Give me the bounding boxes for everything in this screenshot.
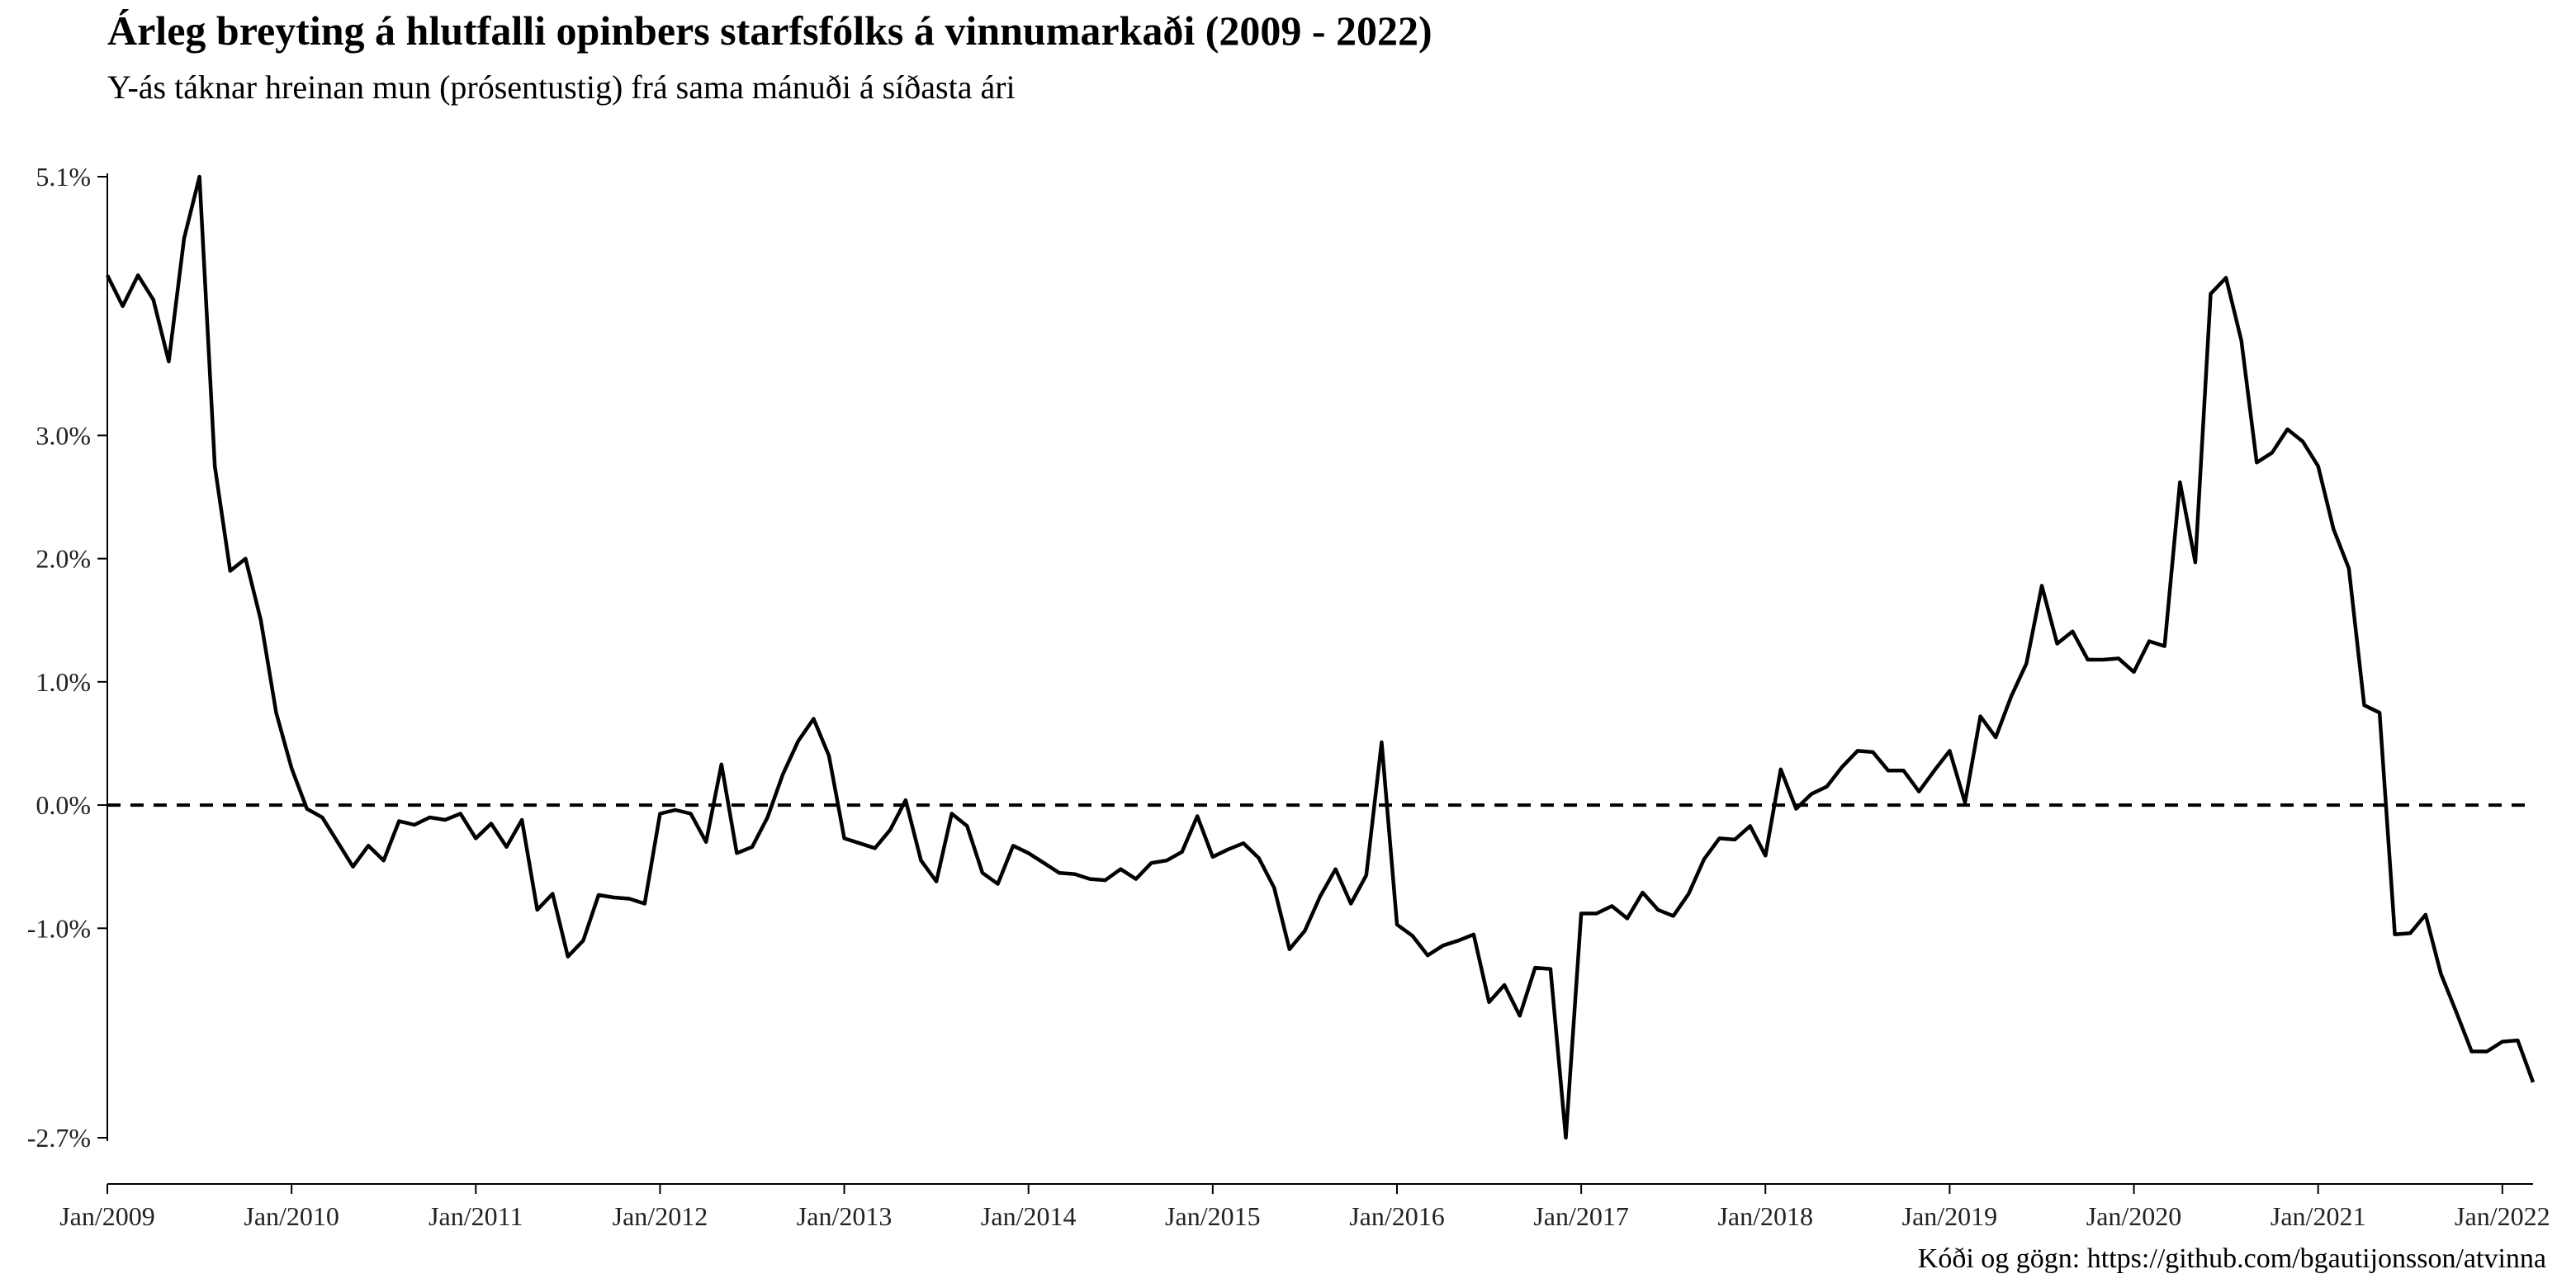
y-tick-label: 1.0% <box>36 667 91 697</box>
x-tick-label: Jan/2017 <box>1533 1201 1629 1231</box>
series-line <box>105 174 2536 1140</box>
x-tick-label: Jan/2013 <box>797 1201 893 1231</box>
x-tick-label: Jan/2010 <box>244 1201 339 1231</box>
x-ticks: Jan/2009 Jan/2010 Jan/2011 Jan/2012 Jan/2013… <box>59 1184 2550 1231</box>
y-tick-label: 3.0% <box>36 420 91 450</box>
y-ticks: 5.1% 3.0% 2.0% 1.0% 0.0% -1.0% -2.7% <box>27 162 107 1153</box>
x-tick-label: Jan/2009 <box>59 1201 155 1231</box>
x-tick-label: Jan/2016 <box>1349 1201 1445 1231</box>
x-tick-label: Jan/2019 <box>1902 1201 1998 1231</box>
y-tick-label: 0.0% <box>36 790 91 820</box>
chart-subtitle: Y-ás táknar hreinan mun (prósentustig) f… <box>107 69 1016 106</box>
x-tick-label: Jan/2021 <box>2271 1201 2366 1231</box>
y-tick-label: -2.7% <box>27 1123 91 1153</box>
axes <box>107 173 2533 1185</box>
chart-title: Árleg breyting á hlutfalli opinbers star… <box>107 7 1432 54</box>
x-tick-label: Jan/2015 <box>1165 1201 1261 1231</box>
y-tick-label: -1.0% <box>27 913 91 943</box>
x-tick-label: Jan/2011 <box>429 1201 523 1231</box>
x-tick-label: Jan/2018 <box>1717 1201 1813 1231</box>
x-tick-label: Jan/2014 <box>981 1201 1077 1231</box>
x-tick-label: Jan/2022 <box>2455 1201 2550 1231</box>
y-tick-label: 2.0% <box>36 544 91 574</box>
x-tick-label: Jan/2012 <box>613 1201 708 1231</box>
x-tick-label: Jan/2020 <box>2086 1201 2182 1231</box>
chart-caption: Kóði og gögn: https://github.com/bgautij… <box>1917 1243 2546 1274</box>
y-tick-label: 5.1% <box>36 162 91 192</box>
